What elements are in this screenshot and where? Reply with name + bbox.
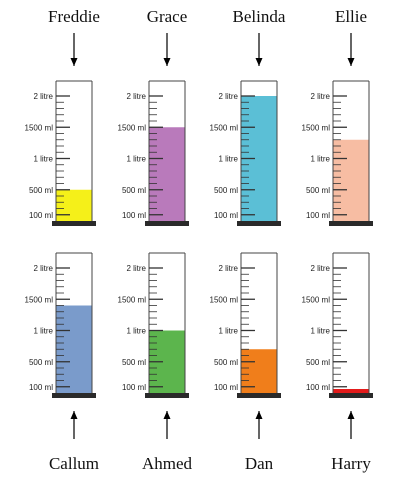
arrow-head-icon-ellie bbox=[347, 58, 355, 66]
scale-label: 1 litre bbox=[218, 155, 238, 164]
scale-label: 500 ml bbox=[306, 186, 330, 195]
arrow-head-icon-belinda bbox=[255, 58, 263, 66]
liquid-dan bbox=[241, 349, 277, 393]
cylinder-base-freddie bbox=[52, 221, 96, 226]
person-name-harry: Harry bbox=[331, 454, 371, 473]
scale-label: 1 litre bbox=[310, 327, 330, 336]
scale-label: 2 litre bbox=[126, 92, 146, 101]
cylinder-tube-dan bbox=[240, 252, 278, 393]
liquid-freddie bbox=[56, 189, 92, 221]
cylinder-tube-ahmed bbox=[148, 252, 186, 393]
scale-label: 1500 ml bbox=[25, 123, 54, 132]
scale-label: 500 ml bbox=[29, 186, 53, 195]
scale-label: 1 litre bbox=[218, 327, 238, 336]
scale-label: 100 ml bbox=[214, 211, 238, 220]
scale-label: 2 litre bbox=[310, 264, 330, 273]
scale-label: 2 litre bbox=[126, 264, 146, 273]
liquid-grace bbox=[149, 127, 185, 221]
cylinder-tube-freddie bbox=[55, 80, 93, 221]
arrow-head-icon-harry bbox=[347, 411, 355, 419]
cylinder-tube-callum bbox=[55, 252, 93, 393]
scale-label: 100 ml bbox=[306, 383, 330, 392]
arrow-head-icon-callum bbox=[70, 411, 78, 419]
scale-label: 2 litre bbox=[310, 92, 330, 101]
scale-label: 500 ml bbox=[214, 186, 238, 195]
scale-label: 1500 ml bbox=[25, 295, 54, 304]
scale-label: 100 ml bbox=[122, 211, 146, 220]
scale-label: 1 litre bbox=[33, 155, 53, 164]
scale-label: 2 litre bbox=[33, 92, 53, 101]
person-name-ellie: Ellie bbox=[335, 7, 367, 26]
cylinder-tube-grace bbox=[148, 80, 186, 221]
scale-label: 1 litre bbox=[310, 155, 330, 164]
scale-label: 500 ml bbox=[306, 358, 330, 367]
arrow-head-icon-freddie bbox=[70, 58, 78, 66]
person-name-callum: Callum bbox=[49, 454, 99, 473]
liquid-harry bbox=[333, 389, 369, 393]
liquid-ellie bbox=[333, 139, 369, 221]
person-name-freddie: Freddie bbox=[48, 7, 100, 26]
cylinder-tube-harry bbox=[332, 252, 370, 393]
scale-label: 100 ml bbox=[29, 211, 53, 220]
scale-label: 500 ml bbox=[122, 358, 146, 367]
cylinder-base-harry bbox=[329, 393, 373, 398]
scale-label: 100 ml bbox=[214, 383, 238, 392]
scale-label: 1500 ml bbox=[118, 295, 147, 304]
scale-label: 1 litre bbox=[33, 327, 53, 336]
scale-label: 500 ml bbox=[214, 358, 238, 367]
cylinder-base-ahmed bbox=[145, 393, 189, 398]
arrow-head-icon-ahmed bbox=[163, 411, 171, 419]
scale-label: 2 litre bbox=[218, 264, 238, 273]
arrow-head-icon-grace bbox=[163, 58, 171, 66]
cylinder-base-dan bbox=[237, 393, 281, 398]
scale-label: 100 ml bbox=[306, 211, 330, 220]
person-name-belinda: Belinda bbox=[233, 7, 286, 26]
arrow-head-icon-dan bbox=[255, 411, 263, 419]
cylinder-tube-ellie bbox=[332, 80, 370, 221]
cylinder-base-callum bbox=[52, 393, 96, 398]
cylinder-base-ellie bbox=[329, 221, 373, 226]
scale-label: 1 litre bbox=[126, 155, 146, 164]
scale-label: 1500 ml bbox=[302, 295, 331, 304]
scale-label: 500 ml bbox=[122, 186, 146, 195]
scale-label: 500 ml bbox=[29, 358, 53, 367]
scale-label: 100 ml bbox=[29, 383, 53, 392]
scale-label: 100 ml bbox=[122, 383, 146, 392]
cylinder-base-belinda bbox=[237, 221, 281, 226]
scale-label: 2 litre bbox=[33, 264, 53, 273]
cylinder-tube-belinda bbox=[240, 80, 278, 221]
person-name-dan: Dan bbox=[245, 454, 274, 473]
person-name-grace: Grace bbox=[147, 7, 188, 26]
scale-label: 1500 ml bbox=[210, 295, 239, 304]
scale-label: 1500 ml bbox=[118, 123, 147, 132]
scale-label: 2 litre bbox=[218, 92, 238, 101]
scale-label: 1500 ml bbox=[210, 123, 239, 132]
person-name-ahmed: Ahmed bbox=[142, 454, 193, 473]
cylinder-base-grace bbox=[145, 221, 189, 226]
scale-label: 1500 ml bbox=[302, 123, 331, 132]
scale-label: 1 litre bbox=[126, 327, 146, 336]
